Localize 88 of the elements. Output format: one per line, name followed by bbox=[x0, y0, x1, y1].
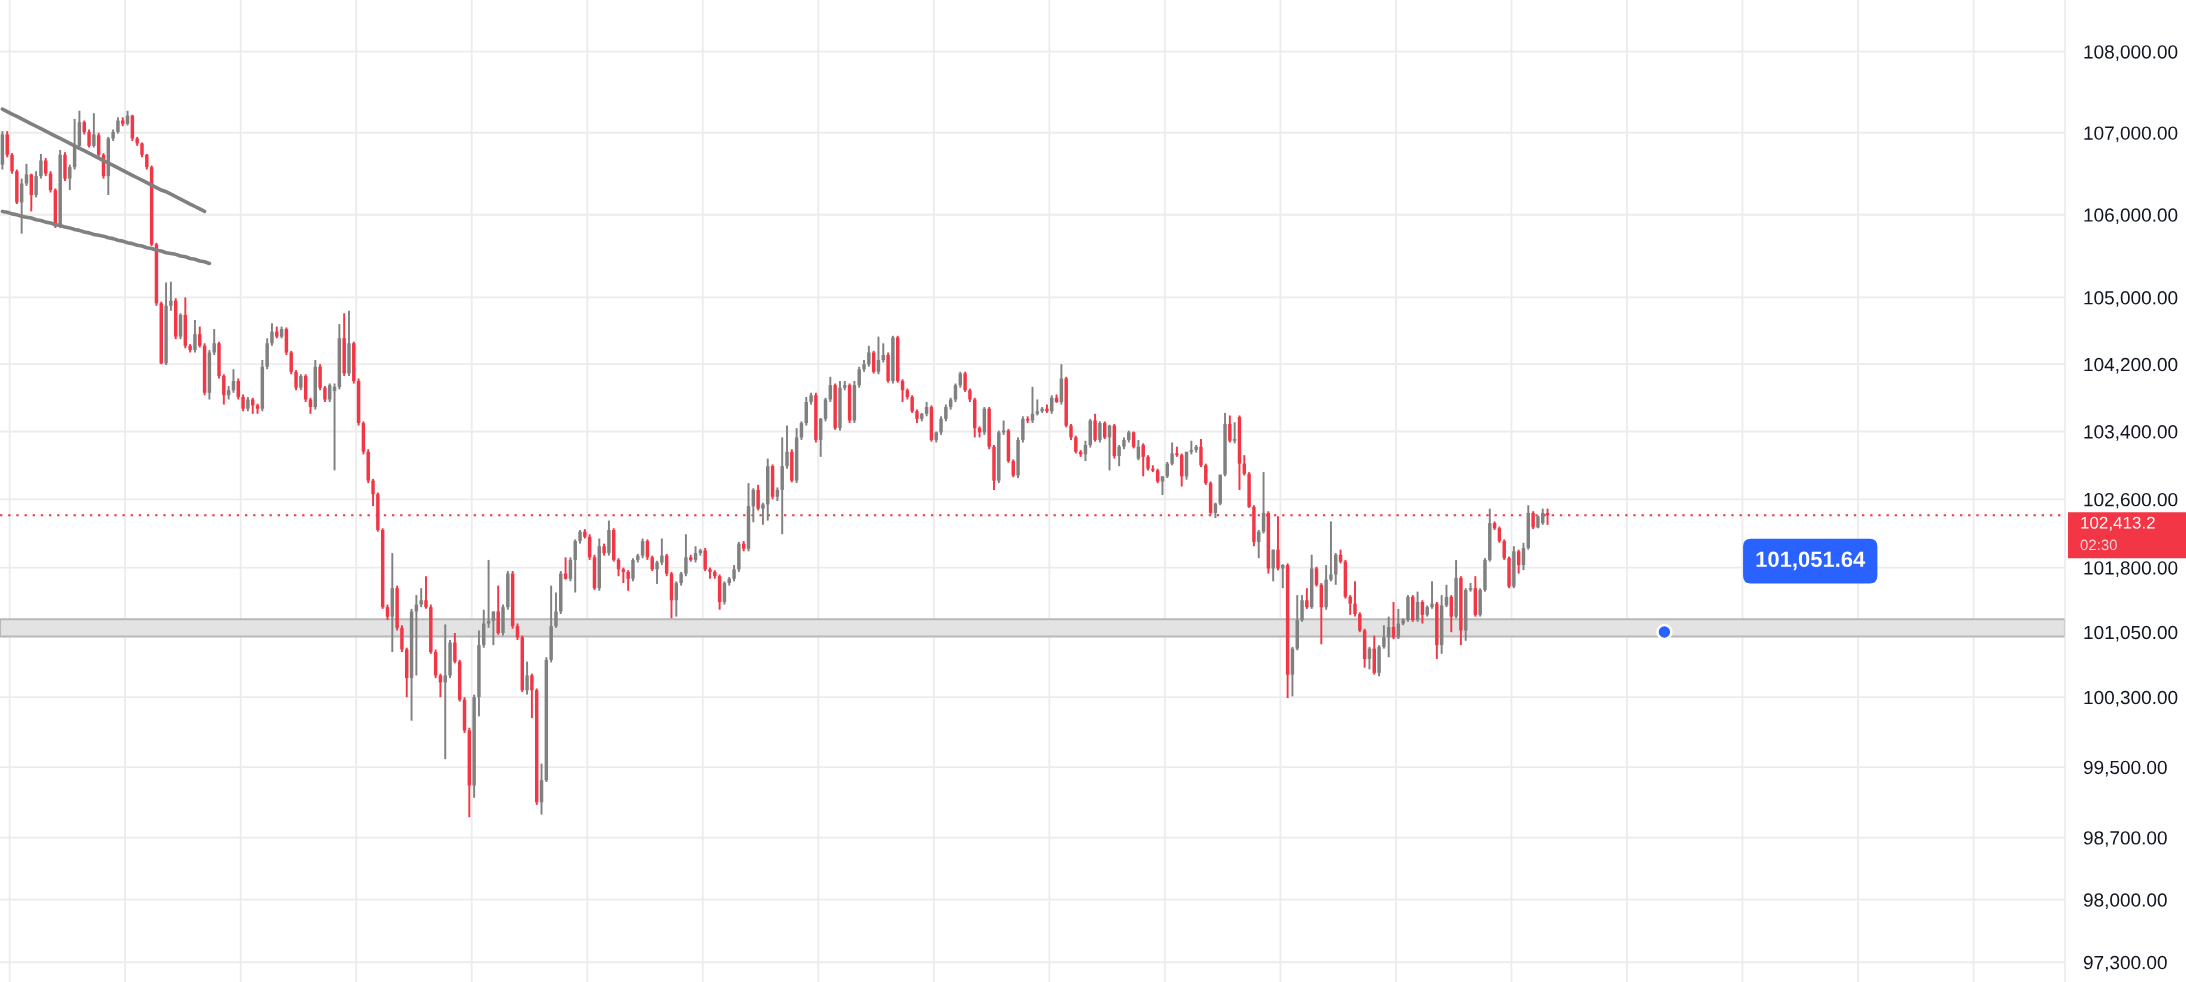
candlestick bbox=[222, 373, 226, 406]
candlestick bbox=[10, 152, 14, 175]
candlestick bbox=[1406, 594, 1410, 623]
candlestick bbox=[1271, 548, 1275, 583]
ref-line-label: 102,413.2 bbox=[2081, 516, 2155, 531]
candlestick bbox=[63, 151, 67, 182]
candlestick bbox=[1141, 442, 1145, 478]
candlestick bbox=[607, 519, 611, 557]
candlestick bbox=[554, 591, 558, 629]
y-tick-label: 98,000.00 bbox=[2083, 893, 2167, 909]
candlestick bbox=[34, 170, 38, 199]
candlestick bbox=[703, 546, 707, 573]
y-tick-label: 105,000.00 bbox=[2084, 291, 2178, 307]
candlestick bbox=[1329, 520, 1333, 583]
text: 02:30 bbox=[2080, 539, 2117, 551]
y-tick-label: 98,700.00 bbox=[2083, 831, 2167, 847]
y-tick-label: 108,000.00 bbox=[2084, 45, 2178, 61]
candlestick bbox=[424, 575, 428, 610]
candlestick bbox=[1170, 441, 1174, 467]
candlestick bbox=[193, 318, 197, 354]
y-tick-label: 97,300.00 bbox=[2083, 955, 2167, 972]
candlestick bbox=[68, 163, 72, 192]
candlestick bbox=[400, 624, 404, 654]
y-tick-label: 100,300.00 bbox=[2084, 690, 2178, 707]
y-tick-label: 99,500.00 bbox=[2083, 760, 2167, 777]
candlestick bbox=[530, 672, 534, 720]
candlestick bbox=[1232, 421, 1237, 445]
candlestick bbox=[453, 632, 457, 665]
candlestick bbox=[419, 587, 423, 609]
candlestick bbox=[867, 344, 871, 368]
annotation: 101,051.64 bbox=[1756, 551, 1866, 571]
candlestick bbox=[1030, 385, 1035, 425]
candlestick bbox=[169, 280, 173, 312]
candlestick bbox=[655, 559, 659, 585]
y-tick-label: 106,000.00 bbox=[2084, 208, 2178, 225]
candlestick bbox=[761, 501, 765, 526]
y-tick-label: 104,200.00 bbox=[2084, 357, 2178, 374]
candlestick bbox=[371, 477, 375, 508]
candlestick bbox=[660, 537, 664, 567]
candlestick bbox=[212, 328, 216, 356]
candlestick bbox=[294, 369, 298, 392]
candlestick bbox=[92, 112, 96, 149]
candlestick bbox=[640, 537, 645, 560]
candlestick bbox=[1204, 462, 1208, 486]
candlestick bbox=[1430, 580, 1434, 610]
candlestick bbox=[939, 415, 943, 436]
candlestick bbox=[631, 557, 635, 583]
y-tick-label: 102,600.00 bbox=[2084, 492, 2178, 509]
candlestick bbox=[823, 396, 828, 423]
y-tick-label: 103,400.00 bbox=[2084, 425, 2178, 441]
candlestick bbox=[963, 370, 967, 393]
y-tick-label: 101,050.00 bbox=[2084, 625, 2178, 642]
candlestick bbox=[1117, 444, 1121, 468]
candlestick bbox=[318, 363, 322, 392]
y-tick-label: 101,800.00 bbox=[2084, 561, 2178, 577]
candlestick bbox=[1228, 414, 1232, 444]
candlestick bbox=[265, 337, 269, 371]
candlestick bbox=[1358, 611, 1362, 634]
candlestick bbox=[573, 538, 577, 594]
line-series bbox=[0, 107, 207, 214]
candlestick bbox=[1353, 580, 1357, 618]
candlestick bbox=[1281, 563, 1285, 590]
candlestick bbox=[1093, 412, 1097, 443]
candlestick bbox=[756, 483, 760, 512]
candlestick bbox=[1300, 594, 1304, 623]
candlestick bbox=[1021, 415, 1025, 444]
candlestick bbox=[684, 533, 688, 578]
candlestick bbox=[785, 424, 789, 470]
candlestick bbox=[780, 436, 784, 536]
candlestick bbox=[525, 660, 529, 696]
candlestick bbox=[626, 569, 630, 592]
candlestick bbox=[496, 584, 500, 636]
candlestick bbox=[486, 558, 491, 629]
candlestick bbox=[1098, 420, 1102, 444]
candlestick bbox=[1411, 594, 1415, 623]
y-tick-label: 107,000.00 bbox=[2084, 126, 2178, 143]
candlestick bbox=[1502, 538, 1506, 561]
candlestick bbox=[270, 322, 274, 347]
candlestick bbox=[5, 130, 9, 159]
candlestick bbox=[1348, 594, 1352, 616]
candlestick bbox=[289, 349, 293, 376]
candlestick bbox=[39, 153, 43, 180]
candlestick bbox=[1276, 515, 1280, 572]
candlestick bbox=[1305, 587, 1309, 610]
candlestick bbox=[1382, 624, 1386, 650]
candlestick bbox=[491, 610, 496, 647]
candlestick bbox=[857, 365, 861, 389]
candlestick bbox=[1199, 438, 1203, 468]
